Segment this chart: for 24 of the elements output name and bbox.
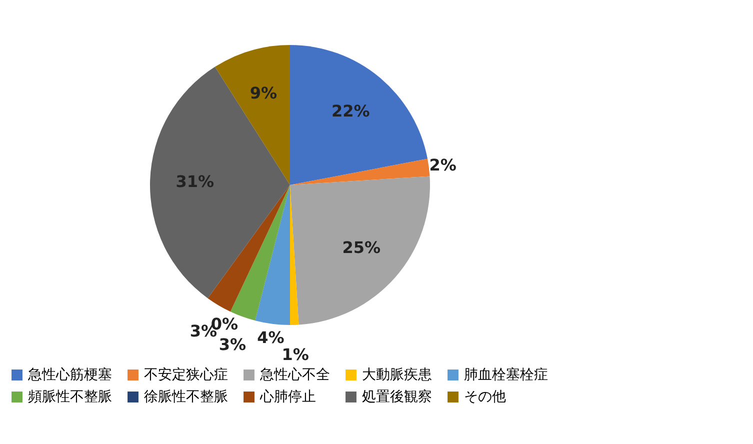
data-label: 22% — [332, 102, 370, 121]
pie-slice — [255, 185, 290, 325]
data-label: 25% — [342, 238, 381, 257]
data-label: 2% — [429, 156, 456, 175]
data-label: 4% — [257, 328, 284, 347]
legend-label: 徐脈性不整脈 — [144, 389, 228, 405]
pie-slice — [214, 45, 290, 185]
legend-label: 大動脈疾患 — [362, 367, 432, 383]
legend-label: 頻脈性不整脈 — [28, 389, 112, 405]
legend-label: その他 — [464, 389, 506, 405]
pie-slice — [150, 66, 290, 298]
data-label: 31% — [176, 172, 214, 192]
data-label: 3% — [218, 334, 246, 354]
data-label: 1% — [282, 344, 309, 364]
pie-slice — [290, 158, 430, 185]
legend-label: 急性心不全 — [259, 367, 330, 383]
legend-label: 急性心筋梗塞 — [27, 367, 112, 383]
legend-label: 処置後観察 — [362, 389, 432, 405]
data-label: 9% — [250, 84, 278, 103]
pie-slice — [290, 176, 430, 325]
legend-label: 肺血栓塞栓症 — [464, 367, 548, 383]
pie-slice — [290, 45, 428, 185]
legend-label: 不安定狭心症 — [144, 367, 228, 383]
legend-label: 心肺停止 — [259, 389, 316, 405]
